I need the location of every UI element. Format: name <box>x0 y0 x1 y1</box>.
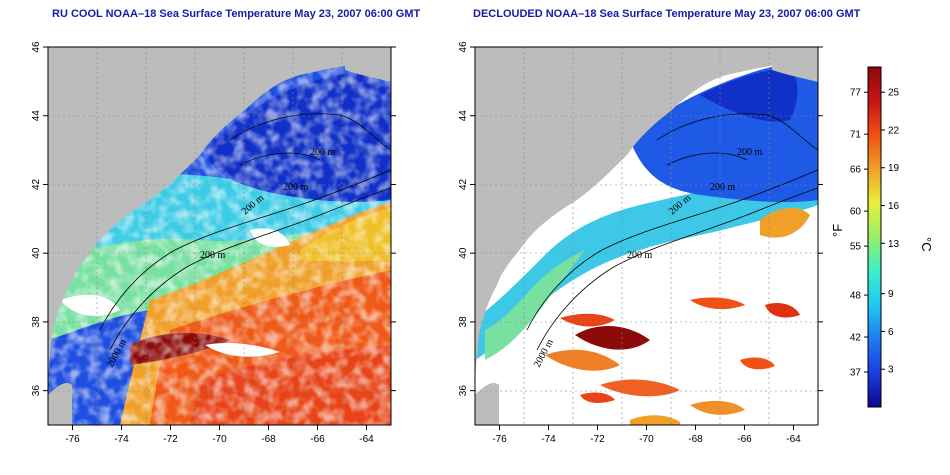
x-tick-label: -72 <box>163 434 178 445</box>
colorbar-label-f: 37 <box>850 368 862 379</box>
x-tick-label: -66 <box>310 434 325 445</box>
colorbar-label-f: 66 <box>850 165 862 176</box>
colorbar-ticks: 25 22 19 16 13 9 6 3 77 71 66 60 55 48 42 37 <box>850 88 900 379</box>
right-panel-title: DECLOUDED NOAA–18 Sea Surface Temperatur… <box>473 8 861 20</box>
colorbar-label-c: 9 <box>888 289 894 300</box>
unit-celsius: °C <box>919 237 934 252</box>
contour-label: 200 m <box>283 182 309 193</box>
x-tick-label: -64 <box>359 434 374 445</box>
right-map: 200 m 200 m 200 m 200 m 2000 m <box>475 47 818 425</box>
x-tick-label: -70 <box>212 434 227 445</box>
colorbar-label-f: 77 <box>850 88 862 99</box>
colorbar-label-c: 25 <box>888 88 900 99</box>
contour-label: 200 m <box>200 250 226 261</box>
colorbar-label-f: 60 <box>850 207 862 218</box>
x-tick-label: -74 <box>114 434 129 445</box>
x-tick-label: -66 <box>737 434 752 445</box>
unit-fahrenheit: °F <box>830 224 845 237</box>
y-tick-label: 42 <box>458 178 469 190</box>
left-axes: -76 -74 -72 -70 -68 -66 -64 36 38 40 42 44 46 <box>31 41 396 445</box>
colorbar-label-c: 13 <box>888 239 900 250</box>
x-tick-label: -74 <box>541 434 556 445</box>
y-tick-label: 46 <box>31 41 42 53</box>
colorbar-label-c: 22 <box>888 125 900 136</box>
contour-label: 200 m <box>627 250 653 261</box>
y-tick-label: 38 <box>458 316 469 328</box>
y-tick-label: 42 <box>31 178 42 190</box>
colorbar-label-c: 16 <box>888 201 900 212</box>
colorbar-label-c: 19 <box>888 163 900 174</box>
x-tick-label: -76 <box>492 434 507 445</box>
x-tick-label: -72 <box>590 434 605 445</box>
x-tick-label: -76 <box>65 434 80 445</box>
contour-label: 200 m <box>310 147 336 158</box>
y-tick-label: 46 <box>458 41 469 53</box>
y-tick-label: 36 <box>458 385 469 397</box>
left-map: 200 m 200 m 200 m 200 m 2000 m <box>48 47 391 425</box>
y-tick-label: 36 <box>31 385 42 397</box>
x-tick-label: -68 <box>688 434 703 445</box>
colorbar-label-f: 71 <box>850 130 862 141</box>
y-tick-label: 44 <box>458 110 469 122</box>
colorbar-label-f: 55 <box>850 242 862 253</box>
colorbar-label-c: 3 <box>888 365 894 376</box>
x-tick-label: -70 <box>639 434 654 445</box>
x-tick-label: -64 <box>786 434 801 445</box>
colorbar-label-c: 6 <box>888 327 894 338</box>
y-tick-label: 40 <box>458 247 469 259</box>
y-tick-label: 38 <box>31 316 42 328</box>
y-tick-label: 40 <box>31 247 42 259</box>
x-tick-label: -68 <box>261 434 276 445</box>
colorbar <box>867 66 882 408</box>
left-panel-title: RU COOL NOAA–18 Sea Surface Temperature … <box>52 8 421 20</box>
colorbar-label-f: 42 <box>850 333 862 344</box>
right-axes: -76 -74 -72 -70 -68 -66 -64 36 38 40 42 44 46 <box>458 41 823 445</box>
colorbar-label-f: 48 <box>850 291 862 302</box>
y-tick-label: 44 <box>31 110 42 122</box>
contour-label: 200 m <box>737 147 763 158</box>
contour-label: 200 m <box>710 182 736 193</box>
